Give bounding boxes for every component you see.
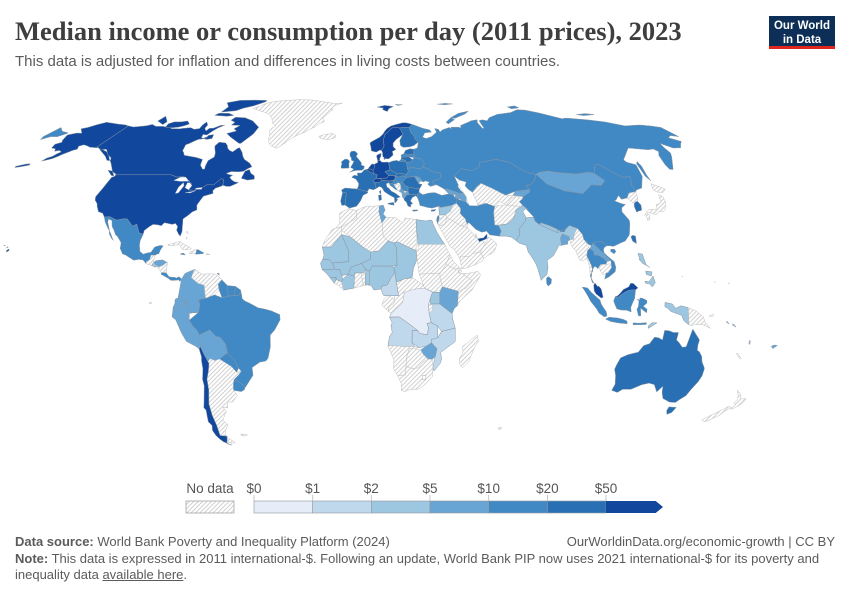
- svg-text:$2: $2: [364, 481, 379, 496]
- svg-text:No data: No data: [186, 481, 234, 496]
- svg-text:$10: $10: [477, 481, 500, 496]
- svg-text:$50: $50: [595, 481, 618, 496]
- svg-text:$1: $1: [305, 481, 320, 496]
- svg-text:$0: $0: [246, 481, 261, 496]
- svg-text:$20: $20: [536, 481, 559, 496]
- svg-text:$5: $5: [422, 481, 437, 496]
